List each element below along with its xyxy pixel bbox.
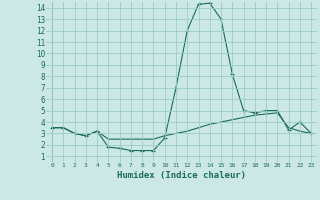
X-axis label: Humidex (Indice chaleur): Humidex (Indice chaleur) <box>117 171 246 180</box>
